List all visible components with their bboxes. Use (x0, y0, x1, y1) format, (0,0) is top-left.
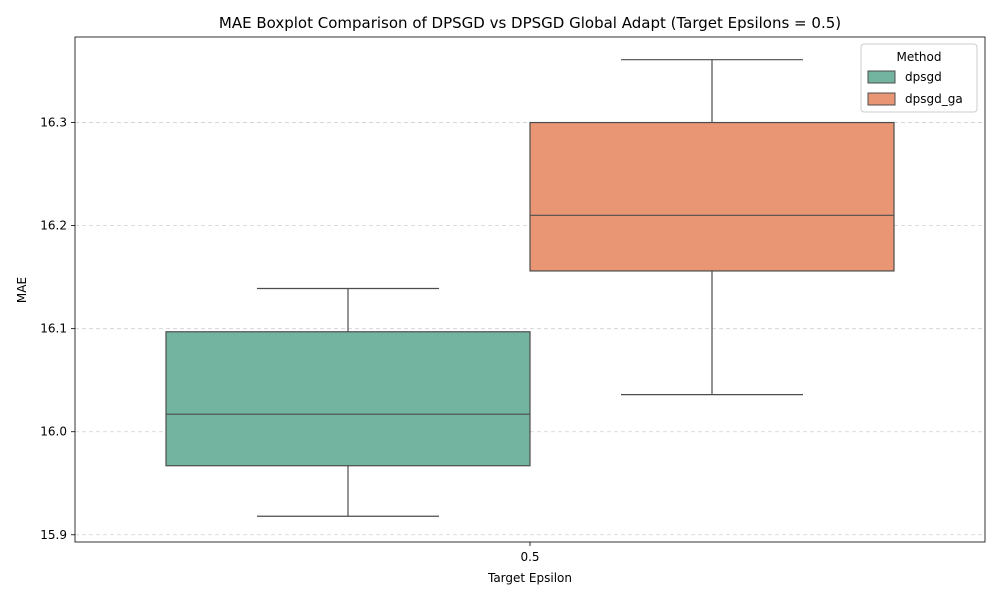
legend-items: dpsgd dpsgd_ga (867, 70, 963, 106)
box-body (165, 331, 531, 467)
legend-label-dpsgd: dpsgd (905, 70, 942, 84)
box-body (529, 121, 895, 272)
legend-swatch-dpsgd (867, 70, 896, 84)
box-layer (165, 59, 895, 517)
legend-swatch-dpsgd_ga (867, 92, 896, 106)
x-axis-label: Target Epsilon (487, 571, 572, 585)
x-axis-ticks: 0.5 (520, 542, 540, 564)
y-tick-label: 16.2 (40, 219, 67, 233)
legend-title: Method (896, 50, 941, 64)
box-dpsgd (165, 287, 531, 517)
y-tick-label: 16.1 (40, 322, 67, 336)
legend: Method dpsgd dpsgd_ga (860, 43, 978, 113)
y-axis-ticks: 15.9 16.0 16.1 16.2 16.3 (40, 116, 75, 542)
box-dpsgd_ga (529, 59, 895, 396)
y-tick-label: 15.9 (40, 528, 67, 542)
x-tick-label: 0.5 (520, 550, 539, 564)
y-tick-label: 16.0 (40, 425, 67, 439)
y-axis-label: MAE (15, 277, 29, 303)
y-tick-label: 16.3 (40, 116, 67, 130)
chart-title: MAE Boxplot Comparison of DPSGD vs DPSGD… (219, 14, 841, 32)
legend-label-dpsgd_ga: dpsgd_ga (905, 92, 963, 106)
